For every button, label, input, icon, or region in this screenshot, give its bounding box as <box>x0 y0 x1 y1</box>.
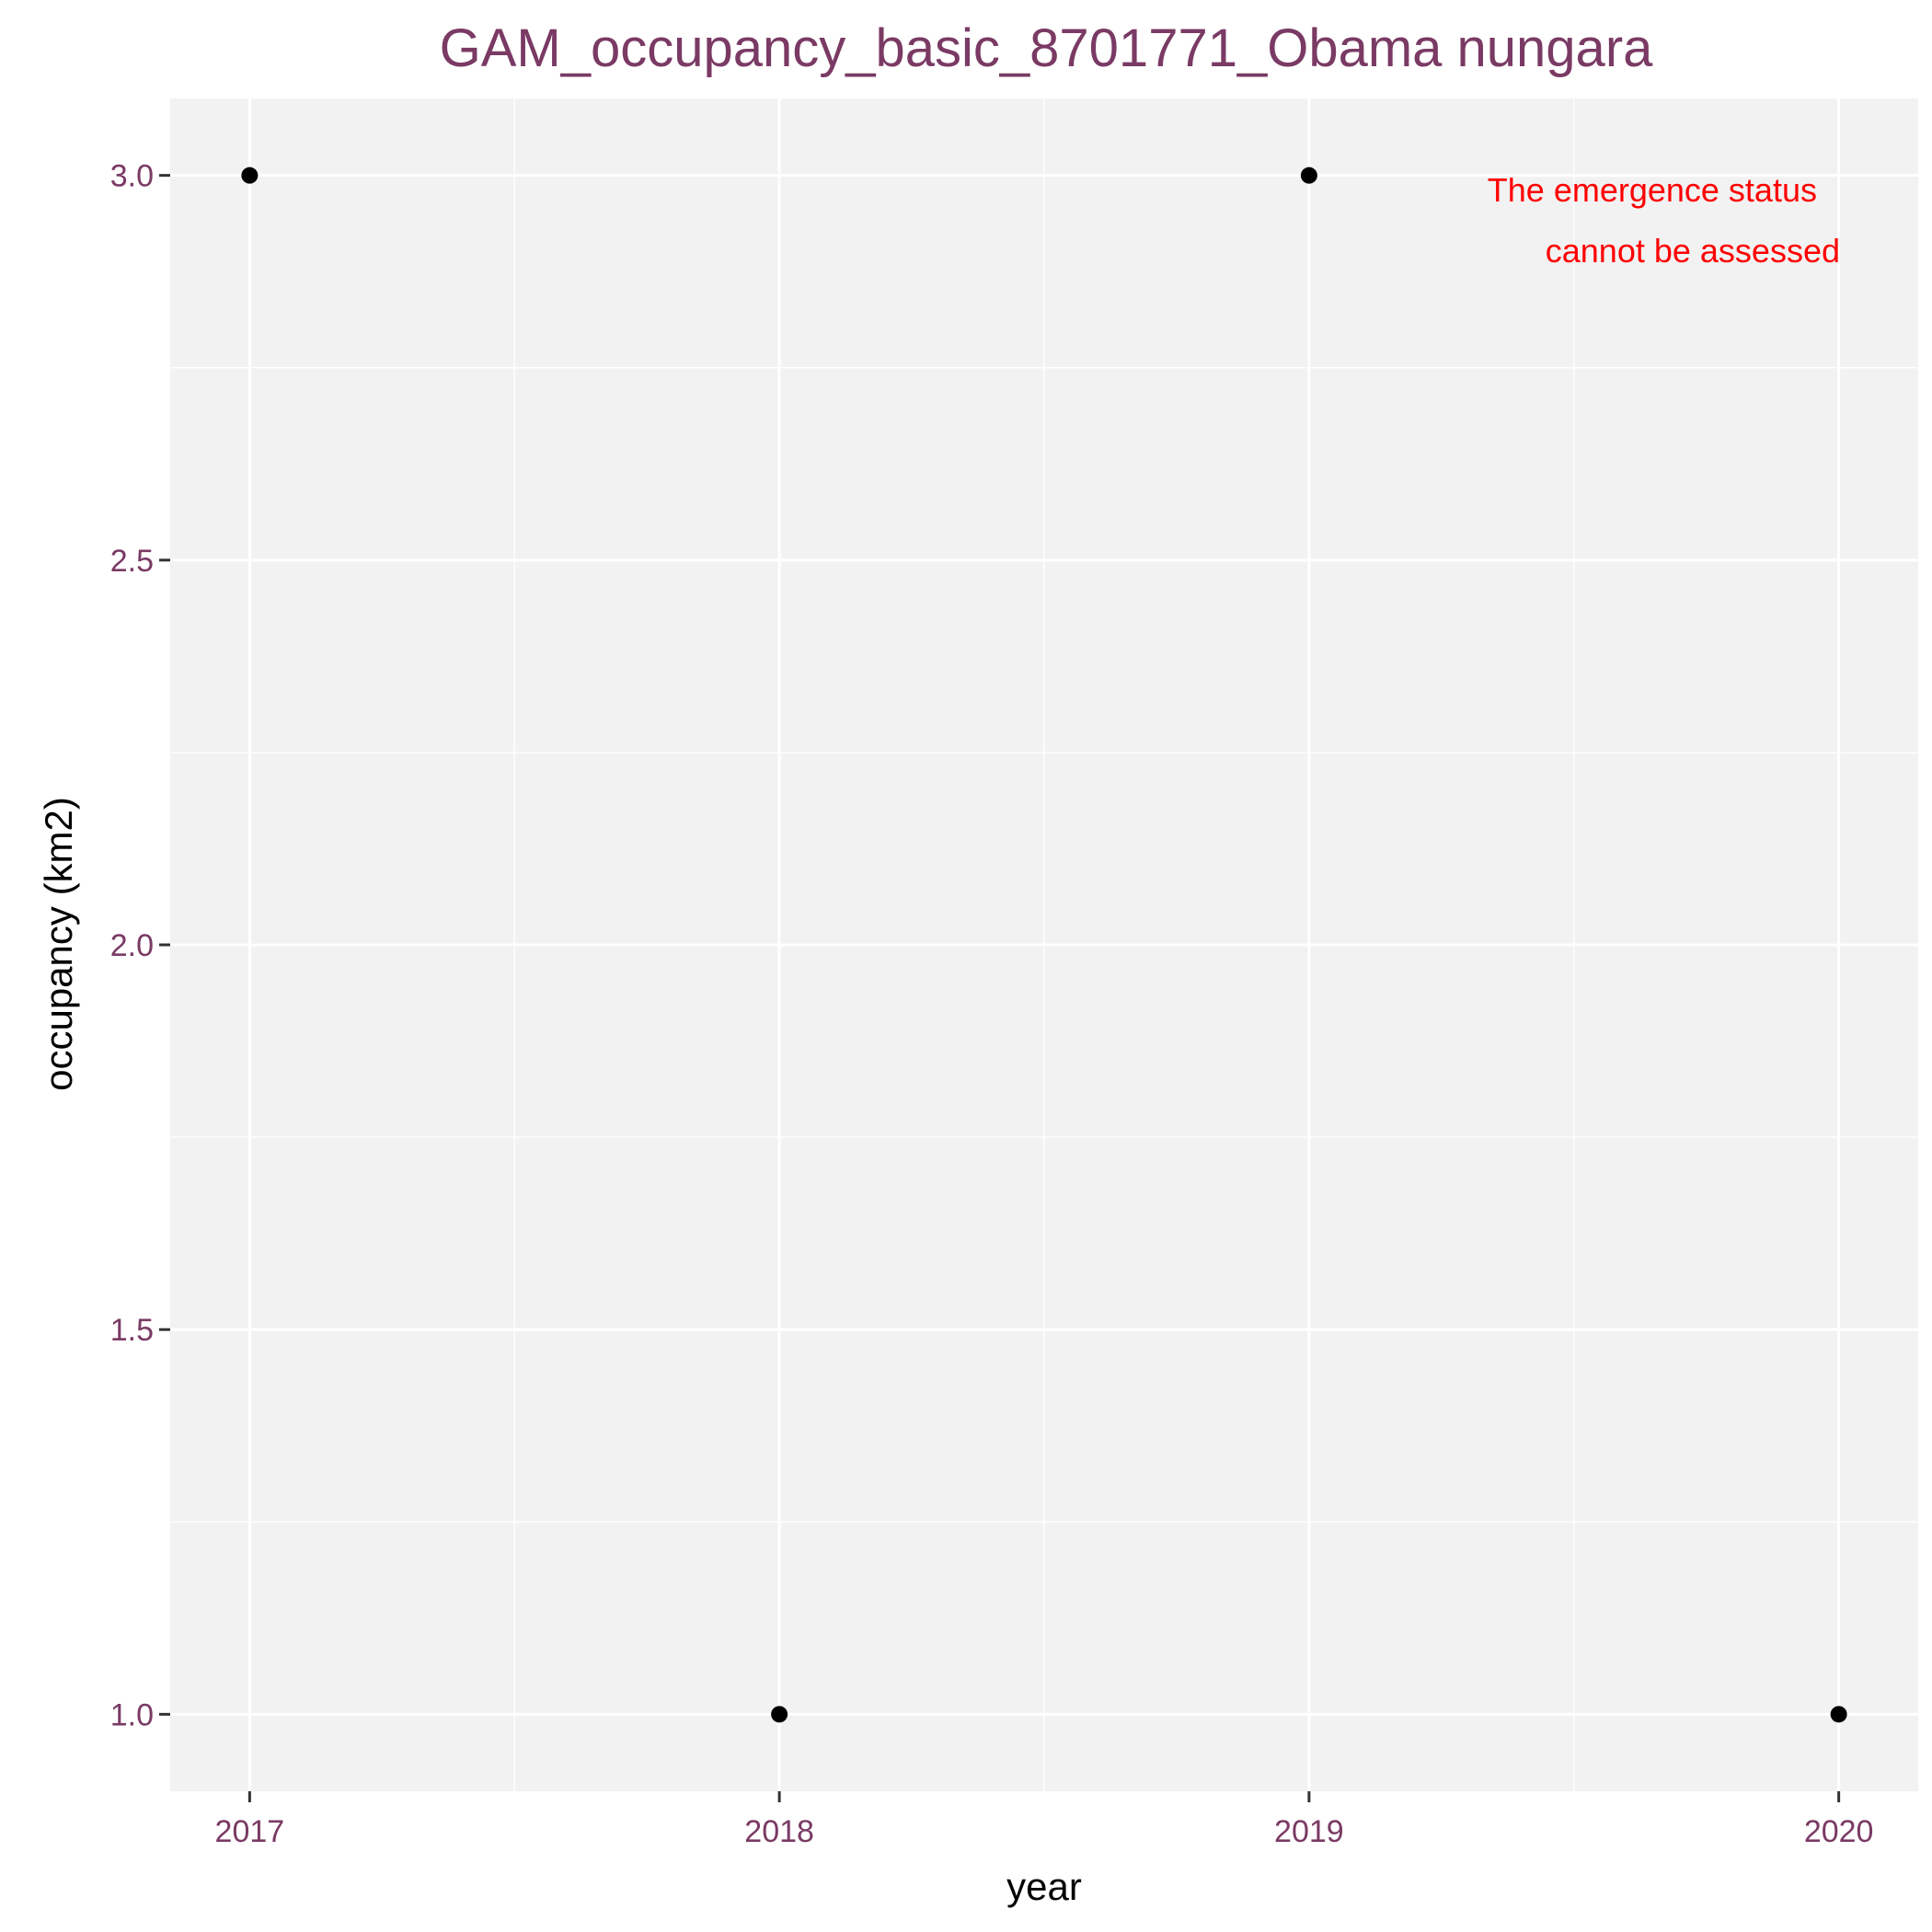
x-tick-label: 2017 <box>215 1814 285 1849</box>
annotation-line-1: The emergence status <box>1488 171 1817 209</box>
x-tick-label: 2018 <box>744 1814 814 1849</box>
grid-lines <box>170 98 1918 1791</box>
annotation-text: The emergence status cannot be assessed <box>1488 171 1840 270</box>
axis-ticks <box>159 174 1841 1802</box>
x-tick-label: 2019 <box>1274 1814 1344 1849</box>
chart-title: GAM_occupancy_basic_8701771_Obama nungar… <box>440 18 1654 78</box>
y-axis-title: occupancy (km2) <box>37 797 80 1091</box>
y-tick-label: 2.5 <box>110 544 154 579</box>
y-tick-label: 1.5 <box>110 1313 154 1348</box>
data-points <box>241 167 1847 1723</box>
tick-labels: 2017 2018 2019 2020 1.0 1.5 2.0 2.5 3.0 <box>110 159 1874 1849</box>
data-point <box>771 1706 788 1723</box>
x-tick-label: 2020 <box>1804 1814 1874 1849</box>
data-point <box>1830 1706 1847 1723</box>
annotation-line-2: cannot be assessed <box>1546 232 1840 270</box>
data-point <box>241 167 259 184</box>
y-tick-label: 1.0 <box>110 1697 154 1732</box>
y-tick-label: 2.0 <box>110 928 154 963</box>
data-point <box>1300 167 1317 184</box>
x-axis-title: year <box>1006 1865 1082 1908</box>
y-tick-label: 3.0 <box>110 159 154 194</box>
